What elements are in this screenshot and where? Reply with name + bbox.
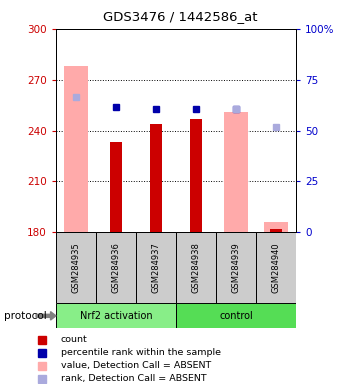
Text: value, Detection Call = ABSENT: value, Detection Call = ABSENT [61, 361, 211, 370]
Bar [151, 124, 162, 232]
Text: count: count [61, 335, 87, 344]
Text: GSM284935: GSM284935 [71, 242, 81, 293]
Bar [56, 303, 176, 328]
Bar [216, 232, 256, 303]
Bar [256, 232, 296, 303]
Bar [224, 112, 248, 232]
Bar [176, 303, 296, 328]
Text: GSM284938: GSM284938 [191, 242, 200, 293]
Text: GSM284940: GSM284940 [271, 243, 280, 293]
Text: GSM284937: GSM284937 [152, 242, 161, 293]
Bar [176, 232, 216, 303]
Text: GDS3476 / 1442586_at: GDS3476 / 1442586_at [103, 10, 258, 23]
Bar [190, 119, 201, 232]
Bar [270, 229, 282, 232]
Bar [96, 232, 136, 303]
Text: GSM284939: GSM284939 [231, 242, 240, 293]
Bar [64, 66, 88, 232]
Text: percentile rank within the sample: percentile rank within the sample [61, 348, 221, 358]
Bar [110, 142, 122, 232]
Text: control: control [219, 311, 253, 321]
Bar [264, 222, 288, 232]
Text: Nrf2 activation: Nrf2 activation [80, 311, 152, 321]
Text: protocol: protocol [4, 311, 46, 321]
Bar [56, 232, 96, 303]
Text: GSM284936: GSM284936 [112, 242, 121, 293]
Text: rank, Detection Call = ABSENT: rank, Detection Call = ABSENT [61, 374, 206, 383]
Bar [136, 232, 176, 303]
